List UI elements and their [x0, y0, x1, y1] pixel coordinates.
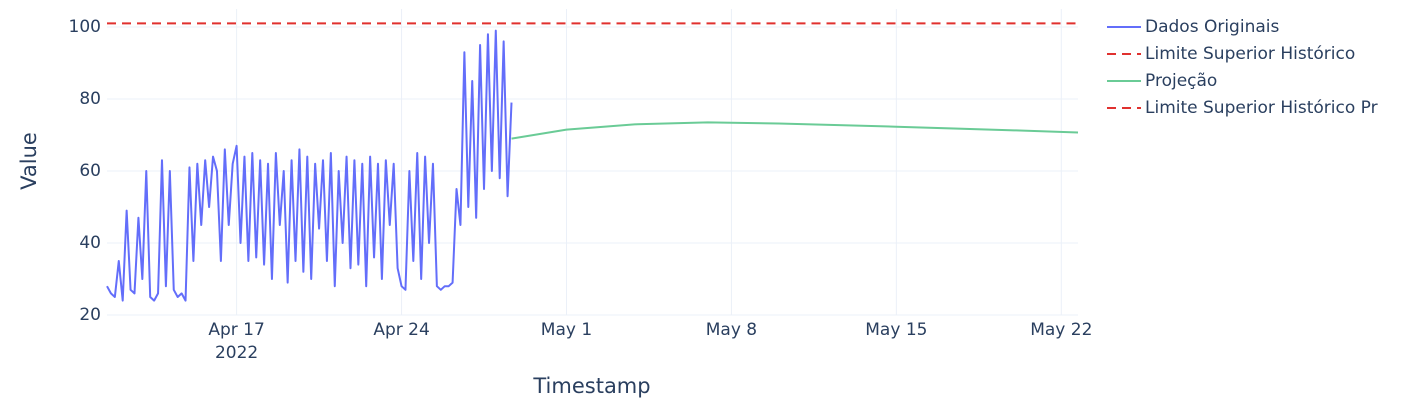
y-tick-label: 40 — [79, 233, 101, 253]
x-tick-label: May 8 — [706, 320, 757, 340]
x-tick-year: 2022 — [215, 343, 258, 363]
y-tick-label: 60 — [79, 161, 101, 181]
x-tick-label: May 1 — [541, 320, 592, 340]
series-line — [511, 121, 1079, 140]
x-tick-label: May 15 — [865, 320, 927, 340]
legend-label: Limite Superior Histórico Pr — [1145, 98, 1378, 118]
y-tick-label: 20 — [79, 305, 101, 325]
x-tick-label: May 22 — [1030, 320, 1092, 340]
x-tick-label: Apr 17 — [208, 320, 264, 340]
y-tick-label: 80 — [79, 89, 101, 109]
x-tick-label: Apr 24 — [373, 320, 429, 340]
y-axis-title: Value — [17, 132, 41, 190]
x-axis-title: Timestamp — [532, 374, 650, 398]
legend-label: Limite Superior Histórico — [1145, 44, 1355, 64]
y-tick-label: 100 — [69, 17, 101, 37]
legend-label: Dados Originais — [1145, 17, 1279, 37]
series-line — [106, 29, 513, 302]
legend-label: Projeção — [1145, 71, 1217, 91]
